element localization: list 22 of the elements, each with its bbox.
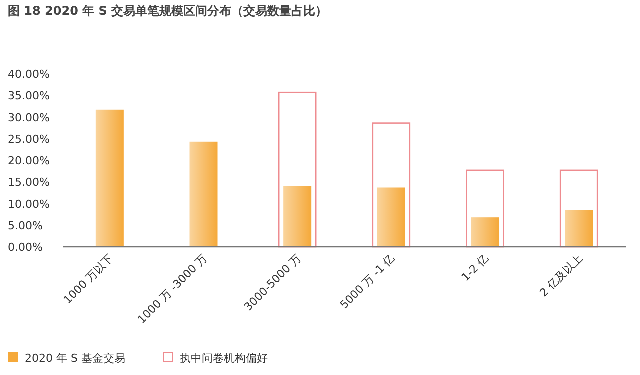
legend-label: 执中问卷机构偏好 <box>180 352 268 365</box>
bar <box>565 210 594 247</box>
bar <box>471 218 500 247</box>
x-tick-label: 1-2 亿 <box>459 252 492 284</box>
x-tick-label: 2 亿及以上 <box>537 252 586 300</box>
bar <box>96 110 124 247</box>
bar <box>377 188 406 247</box>
y-tick-label: 5.00% <box>8 219 43 232</box>
y-tick-label: 15.00% <box>8 176 50 190</box>
chart-title: 图 18 2020 年 S 交易单笔规模区间分布（交易数量占比） <box>8 4 328 18</box>
bar <box>190 142 218 247</box>
legend-label: 2020 年 S 基金交易 <box>25 352 126 365</box>
y-tick-label: 25.00% <box>8 132 50 146</box>
y-tick-label: 35.00% <box>8 90 50 103</box>
y-tick-label: 20.00% <box>8 154 50 168</box>
y-tick-label: 40.00% <box>8 68 50 81</box>
y-tick-label: 0.00% <box>8 241 43 254</box>
bar <box>284 186 312 247</box>
bar <box>372 122 411 248</box>
y-tick-label: 30.00% <box>8 111 50 124</box>
bar <box>278 92 317 248</box>
y-tick-label: 10.00% <box>8 198 50 211</box>
